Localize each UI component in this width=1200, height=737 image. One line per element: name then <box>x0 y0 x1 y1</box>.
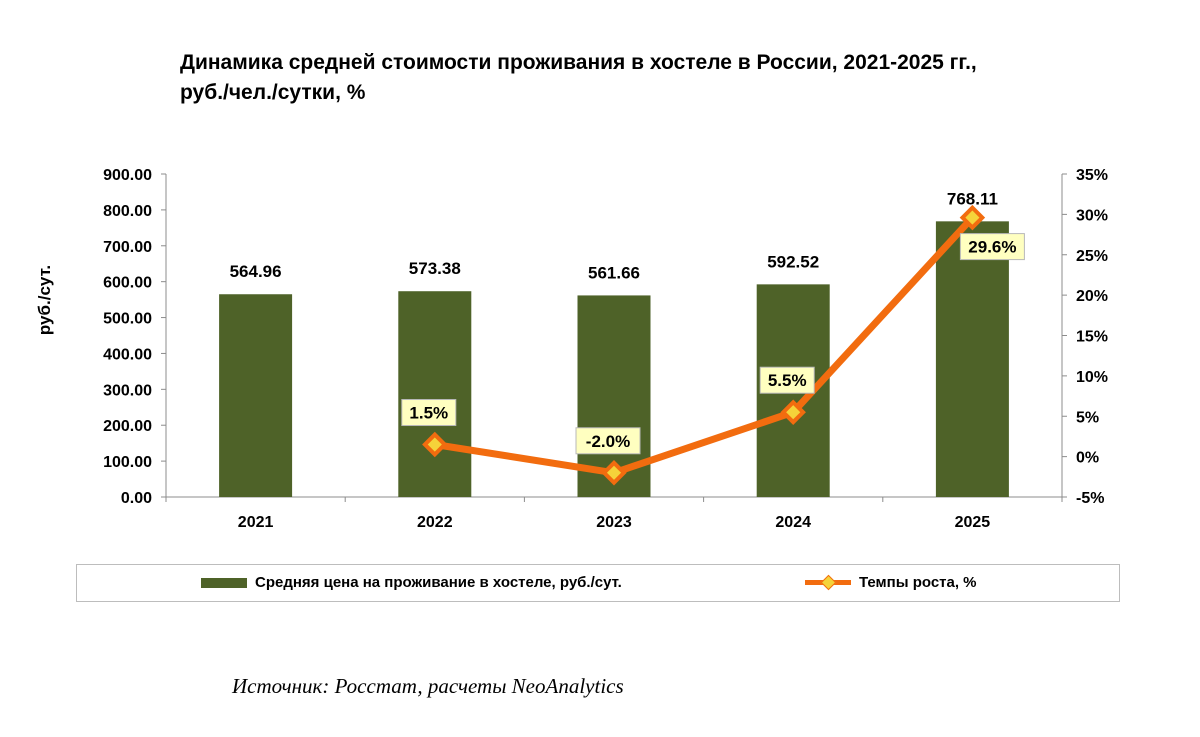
bar <box>935 221 1009 497</box>
y-left-tick-label: 100.00 <box>103 454 152 471</box>
growth-label-box <box>575 427 641 455</box>
y-axis-title: руб./сут. <box>35 265 54 335</box>
y-right-tick-label: 5% <box>1076 409 1099 426</box>
growth-data-label: -2.0% <box>586 432 630 451</box>
legend-item-growth: Темпы роста, % <box>805 574 977 591</box>
y-right-tick-label: 15% <box>1076 329 1108 346</box>
growth-point <box>422 431 448 458</box>
x-tick-label: 2025 <box>955 514 991 531</box>
growth-data-label: 1.5% <box>409 404 448 423</box>
y-left-tick-label: 800.00 <box>103 203 152 220</box>
bar <box>398 291 472 497</box>
source-note: Источник: Росстат, расчеты NeoAnalytics <box>232 674 624 698</box>
growth-point <box>601 460 627 486</box>
y-right-tick-label: 20% <box>1076 288 1108 305</box>
growth-label-box <box>959 233 1025 261</box>
bar <box>219 294 293 497</box>
bar-data-label: 592.52 <box>767 252 819 271</box>
growth-data-label: 29.6% <box>968 238 1016 257</box>
y-left-tick-label: 0.00 <box>121 490 152 507</box>
legend-line-swatch <box>805 574 851 591</box>
legend-item-price: Средняя цена на проживание в хостеле, ру… <box>201 574 622 591</box>
x-tick-label: 2021 <box>238 514 274 531</box>
x-tick-label: 2022 <box>417 514 453 531</box>
y-left-tick-label: 700.00 <box>103 239 152 256</box>
y-right-tick-label: 10% <box>1076 369 1108 386</box>
bar-data-label: 768.11 <box>947 189 998 208</box>
bar-data-label: 573.38 <box>409 259 461 278</box>
y-left-tick-label: 200.00 <box>103 418 152 435</box>
chart-title-line-2: руб./чел./сутки, % <box>180 81 366 104</box>
y-right-tick-label: 35% <box>1076 167 1108 184</box>
growth-line <box>431 214 976 477</box>
bar-data-label: 561.66 <box>588 263 640 282</box>
x-tick-label: 2023 <box>596 514 632 531</box>
growth-data-label: 5.5% <box>768 371 807 390</box>
y-left-tick-label: 300.00 <box>103 382 152 399</box>
chart-title: Динамика средней стоимости проживания в … <box>180 48 1140 108</box>
growth-label-box <box>401 399 457 427</box>
chart-title-line-1: Динамика средней стоимости проживания в … <box>180 51 977 74</box>
y-left-tick-label: 500.00 <box>103 311 152 328</box>
growth-point <box>780 399 806 425</box>
growth-point <box>959 204 986 231</box>
x-tick-label: 2024 <box>775 514 811 531</box>
y-right-tick-label: 0% <box>1076 450 1099 467</box>
y-left-tick-label: 400.00 <box>103 346 152 363</box>
legend-label-price: Средняя цена на проживание в хостеле, ру… <box>255 574 622 591</box>
y-right-tick-label: -5% <box>1076 490 1104 507</box>
chart-legend: Средняя цена на проживание в хостеле, ру… <box>76 564 1120 602</box>
y-left-tick-label: 600.00 <box>103 275 152 292</box>
y-left-tick-label: 900.00 <box>103 167 152 184</box>
y-right-tick-label: 25% <box>1076 248 1108 265</box>
legend-label-growth: Темпы роста, % <box>859 574 977 591</box>
growth-label-box <box>759 366 815 394</box>
y-right-tick-label: 30% <box>1076 207 1108 224</box>
legend-bar-swatch <box>201 577 247 588</box>
chart-plot: 0.00 100.00 200.00 300.00 400.00 500.00 600.00… <box>35 167 1108 531</box>
bar-data-label: 564.96 <box>230 262 282 281</box>
